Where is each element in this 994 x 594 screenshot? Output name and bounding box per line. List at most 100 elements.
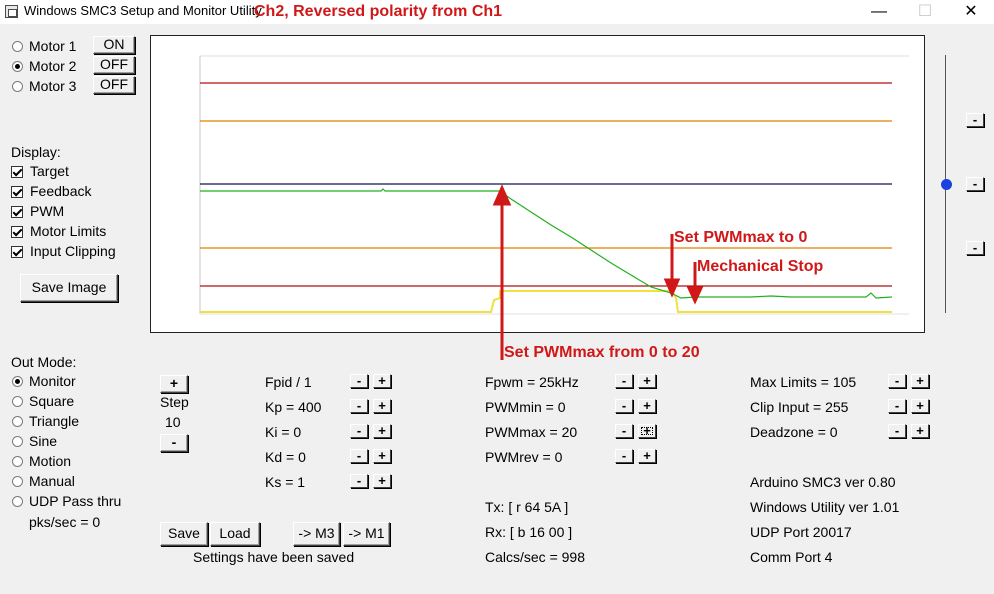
step-value: 10 [165, 414, 181, 430]
minimize-button[interactable]: — [871, 3, 887, 20]
kp-plus-button[interactable]: + [373, 399, 391, 413]
motor-3-toggle-button[interactable]: OFF [93, 76, 135, 94]
close-button[interactable]: ✕ [964, 3, 978, 20]
ki-label: Ki = 0 [265, 424, 302, 440]
pwmmax-minus-button[interactable]: - [615, 424, 633, 438]
kd-minus-button[interactable]: - [350, 449, 368, 463]
copy-to-m1-button[interactable]: -> M1 [343, 522, 390, 546]
mode-motion-label: Motion [29, 453, 72, 469]
clip-input-minus-button[interactable]: - [888, 399, 906, 413]
motor-2-toggle-button[interactable]: OFF [93, 56, 135, 74]
motor-limits-checkbox[interactable] [11, 226, 23, 238]
arrow-mechanical-stop-head [686, 286, 704, 305]
pwmrev-minus-button[interactable]: - [615, 449, 633, 463]
mode-manual-radio[interactable] [12, 476, 23, 487]
ks-minus-button[interactable]: - [350, 474, 368, 488]
max-limits-plus-button[interactable]: + [911, 374, 929, 388]
display-heading: Display: [11, 144, 61, 160]
pwmrev-plus-button[interactable]: + [638, 449, 656, 463]
mode-triangle-radio[interactable] [12, 416, 23, 427]
graph-scale-mid-button[interactable]: - [966, 177, 984, 191]
clip-input-plus-button[interactable]: + [911, 399, 929, 413]
mode-square-radio[interactable] [12, 396, 23, 407]
pwmmin-minus-button[interactable]: - [615, 399, 633, 413]
copy-to-m3-button[interactable]: -> M3 [293, 522, 340, 546]
pwmmax-plus-button[interactable]: + [638, 424, 656, 438]
pwmmin-label: PWMmin = 0 [485, 399, 566, 415]
out-mode-heading: Out Mode: [11, 354, 77, 370]
pwm-checkbox[interactable] [11, 206, 23, 218]
clip-input-label: Clip Input = 255 [750, 399, 849, 415]
ki-plus-button[interactable]: + [373, 424, 391, 438]
arrow-pwm-zero-head [663, 278, 681, 298]
target-checkbox[interactable] [11, 166, 23, 178]
mode-udp-pass-thru-radio[interactable] [12, 496, 23, 507]
kp-label: Kp = 400 [265, 399, 322, 415]
kd-label: Kd = 0 [265, 449, 306, 465]
deadzone-plus-button[interactable]: + [911, 424, 929, 438]
max-limits-label: Max Limits = 105 [750, 374, 857, 390]
deadzone-minus-button[interactable]: - [888, 424, 906, 438]
motor-1-toggle-button[interactable]: ON [93, 36, 135, 54]
comm-port: Comm Port 4 [750, 549, 833, 565]
motor-1-radio[interactable] [12, 41, 23, 52]
annotation-title: Ch2, Reversed polarity from Ch1 [254, 3, 503, 20]
mode-monitor-radio[interactable] [12, 376, 23, 387]
fpid-plus-button[interactable]: + [373, 374, 391, 388]
save-image-button[interactable]: Save Image [20, 274, 118, 302]
motor-limits-label: Motor Limits [30, 223, 107, 239]
target-label: Target [30, 163, 69, 179]
fpwm-plus-button[interactable]: + [638, 374, 656, 388]
save-button[interactable]: Save [160, 522, 208, 546]
fpid-label: Fpid / 1 [265, 374, 312, 390]
pwmrev-label: PWMrev = 0 [485, 449, 563, 465]
feedback-checkbox[interactable] [11, 186, 23, 198]
motor-2-radio[interactable] [12, 61, 23, 72]
motor-3-radio[interactable] [12, 81, 23, 92]
slider-thumb[interactable] [941, 179, 952, 190]
mode-udp-pass-thru-label: UDP Pass thru [29, 493, 122, 509]
motor-2-label: Motor 2 [29, 58, 77, 74]
title-bar [0, 0, 994, 24]
motor-3-label: Motor 3 [29, 78, 77, 94]
kd-plus-button[interactable]: + [373, 449, 391, 463]
feedback-label: Feedback [30, 183, 92, 199]
monitor-graph [150, 35, 925, 333]
step-minus-button[interactable]: - [160, 434, 188, 452]
max-limits-minus-button[interactable]: - [888, 374, 906, 388]
motor-1-label: Motor 1 [29, 38, 77, 54]
kp-minus-button[interactable]: - [350, 399, 368, 413]
arduino-version: Arduino SMC3 ver 0.80 [750, 474, 896, 490]
graph-scale-down-button[interactable]: - [966, 241, 984, 255]
load-button[interactable]: Load [210, 522, 260, 546]
window-title: Windows SMC3 Setup and Monitor Utility [24, 3, 262, 18]
fpwm-minus-button[interactable]: - [615, 374, 633, 388]
annotation-set-pwm-zero: Set PWMmax to 0 [674, 229, 808, 246]
annotation-mechanical-stop: Mechanical Stop [697, 258, 824, 275]
app-icon [5, 5, 18, 18]
mode-monitor-label: Monitor [29, 373, 76, 389]
pks-per-sec: pks/sec = 0 [29, 514, 101, 530]
maximize-button[interactable]: ☐ [917, 3, 933, 20]
mode-motion-radio[interactable] [12, 456, 23, 467]
udp-port: UDP Port 20017 [750, 524, 852, 540]
calcs-per-sec: Calcs/sec = 998 [485, 549, 585, 565]
utility-version: Windows Utility ver 1.01 [750, 499, 900, 515]
input-clipping-checkbox[interactable] [11, 246, 23, 258]
mode-manual-label: Manual [29, 473, 75, 489]
pwm-trace [200, 290, 892, 313]
fpid-minus-button[interactable]: - [350, 374, 368, 388]
mode-square-label: Square [29, 393, 75, 409]
step-plus-button[interactable]: + [160, 375, 188, 393]
ks-plus-button[interactable]: + [373, 474, 391, 488]
ki-minus-button[interactable]: - [350, 424, 368, 438]
pwmmin-plus-button[interactable]: + [638, 399, 656, 413]
tx-readout: Tx: [ r 64 5A ] [485, 499, 569, 515]
rx-readout: Rx: [ b 16 00 ] [485, 524, 573, 540]
annotation-set-pwm-20: Set PWMmax from 0 to 20 [504, 344, 700, 361]
mode-sine-label: Sine [29, 433, 58, 449]
graph-scale-up-button[interactable]: - [966, 113, 984, 127]
mode-sine-radio[interactable] [12, 436, 23, 447]
ks-label: Ks = 1 [265, 474, 306, 490]
